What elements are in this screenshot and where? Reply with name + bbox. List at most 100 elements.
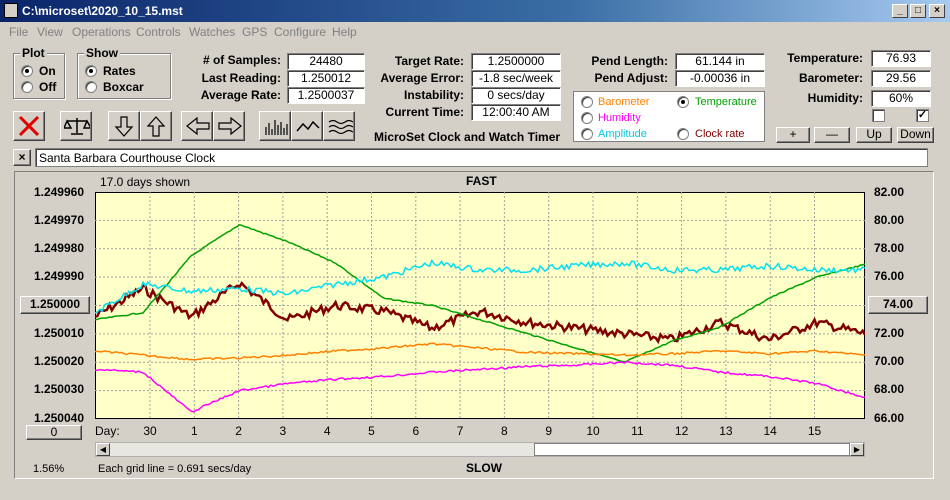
left-tick: 1.250030 [33, 382, 84, 396]
clear-name-button[interactable]: × [13, 149, 31, 166]
x-tick-label: 15 [807, 424, 822, 438]
arrow-down-button[interactable] [108, 111, 140, 141]
red-x-icon [18, 115, 40, 137]
zero-button[interactable]: 0 [26, 425, 82, 440]
balance-button[interactable] [60, 111, 92, 141]
boxcar-label: Boxcar [103, 80, 144, 94]
menu-view[interactable]: View [37, 25, 63, 39]
menu-bar: File View Operations Controls Watches GP… [0, 22, 950, 42]
left-tick: 1.249990 [33, 269, 84, 283]
grid-note: Each grid line = 0.691 secs/day [98, 463, 252, 475]
right-tick: 82.00 [874, 185, 905, 199]
arrow-right-icon [218, 116, 242, 136]
clock-rate-radio[interactable] [677, 128, 689, 140]
histogram-icon [265, 120, 288, 135]
right-tick: 80.00 [874, 213, 905, 227]
right-tick: 68.00 [874, 382, 905, 396]
menu-help[interactable]: Help [332, 25, 357, 39]
right-tick: 66.00 [874, 411, 905, 425]
histogram-button[interactable] [259, 111, 291, 141]
x-tick-label: 11 [631, 424, 644, 438]
arrow-left-button[interactable] [181, 111, 213, 141]
amplitude-radio[interactable] [581, 128, 593, 140]
menu-watches[interactable]: Watches [189, 25, 236, 39]
target-rate-field: 1.2500000 [471, 53, 561, 70]
minimize-button[interactable]: _ [892, 4, 908, 18]
app-caption: MicroSet Clock and Watch Timer [374, 130, 561, 144]
plus-button[interactable]: + [776, 127, 810, 143]
minus-button[interactable]: — [814, 127, 850, 143]
plot-on-label: On [39, 64, 56, 78]
line-graph-button[interactable] [291, 111, 323, 141]
samples-label: # of Samples: [202, 53, 281, 67]
series-line-amplitude [95, 258, 865, 314]
slow-label: SLOW [466, 461, 502, 475]
checked-checkbox[interactable]: ✓ [916, 109, 929, 122]
left-tick: 1.250010 [33, 326, 84, 340]
temperature-field: 76.93 [871, 50, 931, 67]
left-center-button[interactable]: 1.250000 [20, 296, 90, 314]
last-reading-label: Last Reading: [201, 71, 281, 85]
close-button[interactable]: × [929, 4, 945, 18]
plot-off-label: Off [39, 80, 57, 94]
scroll-left-arrow[interactable]: ◀ [96, 443, 110, 456]
stop-button[interactable] [13, 111, 45, 141]
unchecked-checkbox[interactable] [872, 109, 885, 122]
humidity-radio[interactable] [581, 112, 593, 124]
x-tick-label: 7 [456, 424, 464, 438]
rates-radio[interactable] [85, 65, 97, 77]
current-time-label: Current Time: [385, 105, 464, 119]
day-prefix: Day: [95, 424, 120, 438]
left-tick: 1.250020 [33, 354, 84, 368]
humidity-field: 60% [871, 90, 931, 107]
horizontal-scrollbar[interactable]: ◀ ▶ [95, 442, 865, 457]
menu-gps[interactable]: GPS [242, 25, 268, 39]
instability-label: Instability: [403, 88, 464, 102]
menu-file[interactable]: File [9, 25, 29, 39]
menu-operations[interactable]: Operations [72, 25, 131, 39]
menu-configure[interactable]: Configure [274, 25, 327, 39]
avg-error-field: -1.8 sec/week [471, 70, 561, 87]
wave-button[interactable] [323, 111, 355, 141]
clock-name-field[interactable]: Santa Barbara Courthouse Clock [35, 148, 928, 167]
barometer-radio[interactable] [581, 96, 593, 108]
x-tick-label: 6 [412, 424, 420, 438]
arrow-left-icon [186, 116, 210, 136]
barometer-option-label: Barometer [598, 96, 650, 108]
humidity-label: Humidity: [807, 91, 863, 105]
last-reading-field: 1.250012 [287, 70, 365, 87]
arrow-right-button[interactable] [213, 111, 245, 141]
barometer-label: Barometer: [798, 71, 863, 85]
temperature-option-label: Temperature [695, 96, 757, 108]
up-button[interactable]: Up [856, 127, 892, 143]
scale-percent: 1.56% [33, 463, 65, 475]
x-tick-label: 13 [719, 424, 733, 438]
x-tick-label: 9 [545, 424, 553, 438]
arrow-up-button[interactable] [140, 111, 172, 141]
x-tick-label: 5 [368, 424, 375, 438]
temperature-radio[interactable] [677, 96, 689, 108]
x-tick-label: 14 [763, 424, 777, 438]
right-center-button[interactable]: 74.00 [868, 296, 928, 314]
series-line-clock-rate [95, 281, 865, 345]
plot-on-radio[interactable] [21, 65, 33, 77]
scroll-right-arrow[interactable]: ▶ [850, 443, 864, 456]
left-tick: 1.250040 [33, 411, 84, 425]
down-button[interactable]: Down [897, 127, 934, 143]
left-tick: 1.249980 [33, 241, 84, 255]
wave-icon [328, 119, 353, 135]
x-tick-label: 12 [674, 424, 689, 438]
scroll-thumb[interactable] [534, 443, 850, 456]
current-time-field: 12:00:40 AM [471, 104, 561, 121]
x-tick-label: 3 [279, 424, 287, 438]
maximize-button[interactable]: □ [910, 4, 926, 18]
menu-controls[interactable]: Controls [136, 25, 181, 39]
line-graph-icon [296, 120, 320, 132]
x-tick-label: 10 [586, 424, 600, 438]
humidity-option-label: Humidity [598, 112, 641, 124]
plot-off-radio[interactable] [21, 81, 33, 93]
right-tick: 78.00 [874, 241, 905, 255]
barometer-field: 29.56 [871, 70, 931, 87]
x-tick-label: 2 [235, 424, 242, 438]
boxcar-radio[interactable] [85, 81, 97, 93]
